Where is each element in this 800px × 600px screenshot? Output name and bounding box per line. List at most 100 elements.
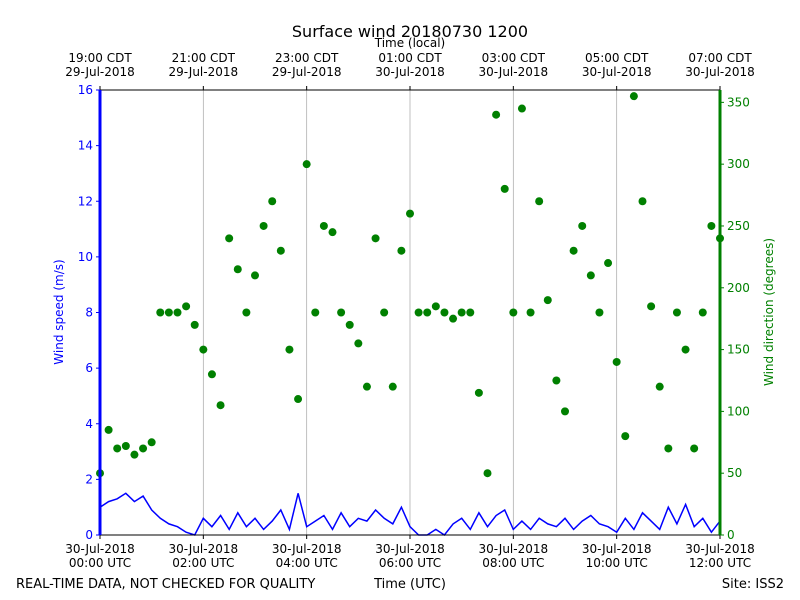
- y2-tick-label: 50: [727, 466, 742, 480]
- wind-direction-point: [449, 314, 458, 323]
- x-tick-label: 30-Jul-2018 10:00 UTC: [582, 542, 652, 570]
- y-tick-label: 16: [78, 83, 93, 97]
- wind-direction-point: [483, 469, 492, 478]
- wind-direction-point: [586, 271, 595, 280]
- x-tick-label: 30-Jul-2018 06:00 UTC: [375, 542, 445, 570]
- x2-tick-label: 19:00 CDT 29-Jul-2018: [65, 51, 135, 79]
- wind-direction-point: [302, 160, 311, 169]
- wind-direction-point: [423, 308, 432, 317]
- wind-direction-point: [233, 265, 242, 274]
- wind-direction-point: [147, 438, 156, 447]
- wind-direction-point: [457, 308, 466, 317]
- x-tick-label: 30-Jul-2018 08:00 UTC: [479, 542, 549, 570]
- wind-direction-point: [337, 308, 346, 317]
- y2-tick-label: 200: [727, 281, 750, 295]
- wind-direction-point: [647, 302, 656, 311]
- wind-direction-point: [199, 345, 208, 354]
- wind-direction-point: [242, 308, 251, 317]
- x2-tick-label: 07:00 CDT 30-Jul-2018: [685, 51, 755, 79]
- wind-direction-point: [698, 308, 707, 317]
- wind-direction-point: [388, 382, 397, 391]
- y2-tick-label: 150: [727, 343, 750, 357]
- wind-direction-point: [130, 450, 139, 459]
- x-axis-label: Time (UTC): [373, 577, 446, 592]
- chart-title: Surface wind 20180730 1200: [292, 22, 528, 41]
- y2-axis-label: Wind direction (degrees): [762, 238, 776, 386]
- wind-direction-point: [268, 197, 277, 206]
- x2-tick-label: 05:00 CDT 30-Jul-2018: [582, 51, 652, 79]
- x-tick-label: 30-Jul-2018 04:00 UTC: [272, 542, 342, 570]
- x-tick-label: 30-Jul-2018 02:00 UTC: [169, 542, 239, 570]
- wind-direction-point: [431, 302, 440, 311]
- wind-direction-point: [672, 308, 681, 317]
- wind-direction-point: [569, 246, 578, 255]
- y2-tick-label: 300: [727, 157, 750, 171]
- footer-left: REAL-TIME DATA, NOT CHECKED FOR QUALITY: [16, 577, 315, 592]
- wind-direction-point: [526, 308, 535, 317]
- x2-axis-label: Time (local): [374, 36, 446, 50]
- y-tick-label: 12: [78, 194, 93, 208]
- wind-direction-point: [285, 345, 294, 354]
- wind-direction-point: [294, 395, 303, 404]
- wind-direction-point: [655, 382, 664, 391]
- wind-direction-point: [319, 221, 328, 230]
- wind-direction-point: [190, 320, 199, 329]
- wind-direction-point: [535, 197, 544, 206]
- wind-direction-point: [121, 442, 130, 450]
- wind-direction-point: [207, 370, 216, 379]
- wind-direction-point: [500, 184, 509, 193]
- x2-tick-label: 01:00 CDT 30-Jul-2018: [375, 51, 445, 79]
- wind-direction-point: [251, 271, 259, 280]
- wind-direction-point: [406, 209, 414, 218]
- y2-tick-label: 0: [727, 528, 735, 542]
- wind-direction-point: [621, 432, 630, 441]
- wind-direction-point: [311, 308, 320, 317]
- y-tick-label: 8: [85, 306, 93, 320]
- wind-direction-point: [629, 92, 638, 101]
- x2-tick-label: 03:00 CDT 30-Jul-2018: [479, 51, 549, 79]
- wind-direction-point: [139, 444, 148, 453]
- wind-direction-point: [397, 246, 406, 255]
- y-tick-label: 0: [85, 528, 93, 542]
- wind-direction-point: [354, 339, 363, 348]
- wind-direction-point: [225, 234, 234, 243]
- wind-direction-point: [509, 308, 518, 317]
- wind-direction-point: [604, 259, 613, 268]
- wind-direction-point: [664, 444, 673, 453]
- y-tick-label: 6: [85, 361, 93, 375]
- wind-direction-point: [362, 382, 371, 391]
- wind-direction-point: [578, 221, 587, 230]
- wind-direction-point: [440, 308, 449, 317]
- wind-direction-point: [474, 388, 483, 397]
- wind-direction-point: [164, 308, 173, 317]
- wind-direction-point: [466, 308, 475, 317]
- wind-direction-point: [552, 376, 561, 385]
- y-tick-label: 10: [78, 250, 93, 264]
- footer-right: Site: ISS2: [722, 577, 784, 592]
- x-tick-label: 30-Jul-2018 12:00 UTC: [685, 542, 755, 570]
- wind-direction-point: [371, 234, 380, 243]
- wind-direction-point: [259, 221, 268, 230]
- wind-direction-point: [113, 444, 122, 453]
- wind-direction-point: [156, 308, 165, 317]
- x2-tick-label: 23:00 CDT 29-Jul-2018: [272, 51, 342, 79]
- wind-speed-line: [99, 492, 721, 537]
- wind-direction-point: [681, 345, 690, 354]
- wind-direction-point: [182, 302, 191, 311]
- x2-tick-label: 21:00 CDT 29-Jul-2018: [169, 51, 239, 79]
- wind-direction-point: [345, 320, 354, 329]
- x-tick-label: 30-Jul-2018 00:00 UTC: [65, 542, 135, 570]
- wind-direction-point: [707, 221, 716, 230]
- y2-tick-label: 350: [727, 95, 750, 109]
- y-tick-label: 4: [85, 417, 93, 431]
- wind-direction-point: [612, 357, 621, 366]
- wind-direction-point: [492, 110, 501, 119]
- y2-tick-label: 250: [727, 219, 750, 233]
- wind-direction-point: [380, 308, 389, 317]
- wind-direction-point: [595, 308, 604, 317]
- y2-tick-label: 100: [727, 404, 750, 418]
- y-tick-label: 14: [78, 139, 93, 153]
- wind-direction-point: [276, 246, 285, 255]
- y-tick-label: 2: [85, 472, 93, 486]
